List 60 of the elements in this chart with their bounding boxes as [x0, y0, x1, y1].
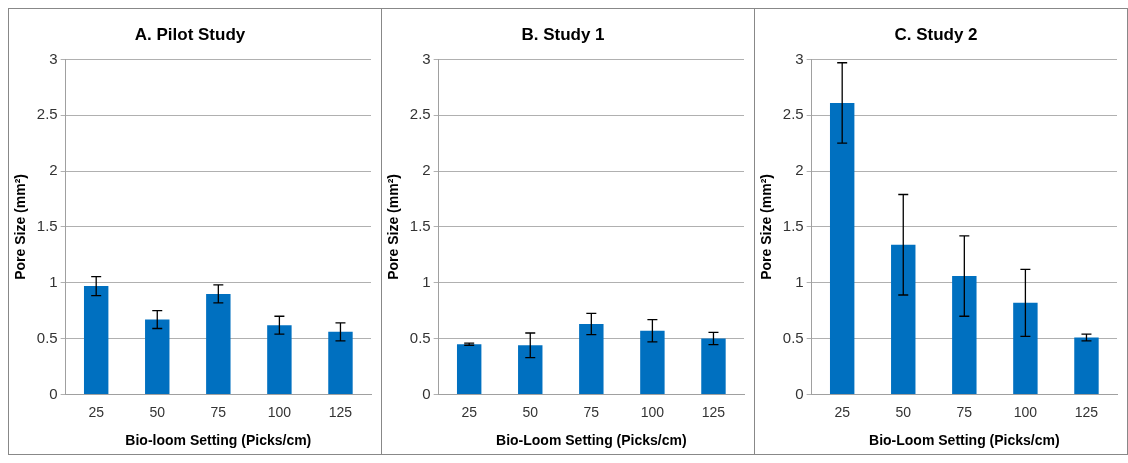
x-tick-label: 25	[834, 403, 851, 420]
bar	[579, 324, 604, 394]
bar	[1013, 302, 1038, 394]
x-axis-title: Bio-loom Setting (Picks/cm)	[125, 432, 312, 449]
x-tick-label: 75	[583, 403, 600, 420]
y-tick-label: 0.5	[409, 328, 431, 346]
bar	[891, 244, 916, 394]
y-tick-label: 3	[49, 49, 58, 67]
y-tick-label: 0.5	[36, 328, 58, 346]
y-tick-label: 2	[795, 161, 804, 179]
x-tick-label: 25	[88, 403, 105, 420]
y-tick-label: 2	[422, 161, 431, 179]
y-tick-label: 0.5	[782, 328, 804, 346]
x-tick-label: 100	[1013, 403, 1038, 420]
bar	[1074, 337, 1099, 394]
bar	[206, 293, 231, 394]
x-tick-label: 100	[640, 403, 665, 420]
x-tick-label: 125	[701, 403, 726, 420]
x-tick-label: 50	[149, 403, 166, 420]
y-tick-label: 3	[422, 49, 431, 67]
x-tick-label: 25	[461, 403, 478, 420]
y-tick-label: 2.5	[36, 105, 58, 123]
y-tick-label: 3	[795, 49, 804, 67]
y-tick-label: 2.5	[409, 105, 431, 123]
y-tick-label: 1.5	[409, 217, 431, 235]
bar	[328, 331, 353, 394]
y-axis-title: Pore Size (mm²)	[12, 173, 29, 280]
x-tick-label: 75	[956, 403, 973, 420]
chart-title: C. Study 2	[894, 24, 978, 44]
x-axis-title: Bio-Loom Setting (Picks/cm)	[496, 432, 687, 449]
y-axis-title: Pore Size (mm²)	[758, 173, 775, 280]
y-tick-label: 1	[422, 272, 431, 290]
bar	[829, 102, 855, 394]
y-tick-label: 0	[422, 384, 431, 402]
x-tick-label: 100	[267, 403, 292, 420]
bar	[640, 330, 665, 394]
y-axis-title: Pore Size (mm²)	[385, 173, 402, 280]
y-tick-label: 1	[49, 272, 58, 290]
bar	[518, 345, 543, 394]
y-tick-label: 1	[795, 272, 804, 290]
x-tick-label: 50	[522, 403, 539, 420]
bar	[456, 344, 482, 394]
x-tick-label: 125	[328, 403, 353, 420]
bar	[952, 276, 977, 394]
bar	[83, 286, 109, 394]
y-tick-label: 0	[49, 384, 58, 402]
y-tick-label: 1.5	[782, 217, 804, 235]
bar	[145, 319, 170, 394]
bar	[267, 325, 292, 394]
bar	[701, 338, 726, 394]
chart-title: B. Study 1	[521, 24, 605, 44]
chart-title: A. Pilot Study	[134, 24, 246, 44]
y-tick-label: 2.5	[782, 105, 804, 123]
y-tick-label: 0	[795, 384, 804, 402]
x-tick-label: 125	[1074, 403, 1099, 420]
x-tick-label: 50	[895, 403, 912, 420]
y-tick-label: 1.5	[36, 217, 58, 235]
x-tick-label: 75	[210, 403, 227, 420]
x-axis-title: Bio-Loom Setting (Picks/cm)	[869, 432, 1060, 449]
y-tick-label: 2	[49, 161, 58, 179]
